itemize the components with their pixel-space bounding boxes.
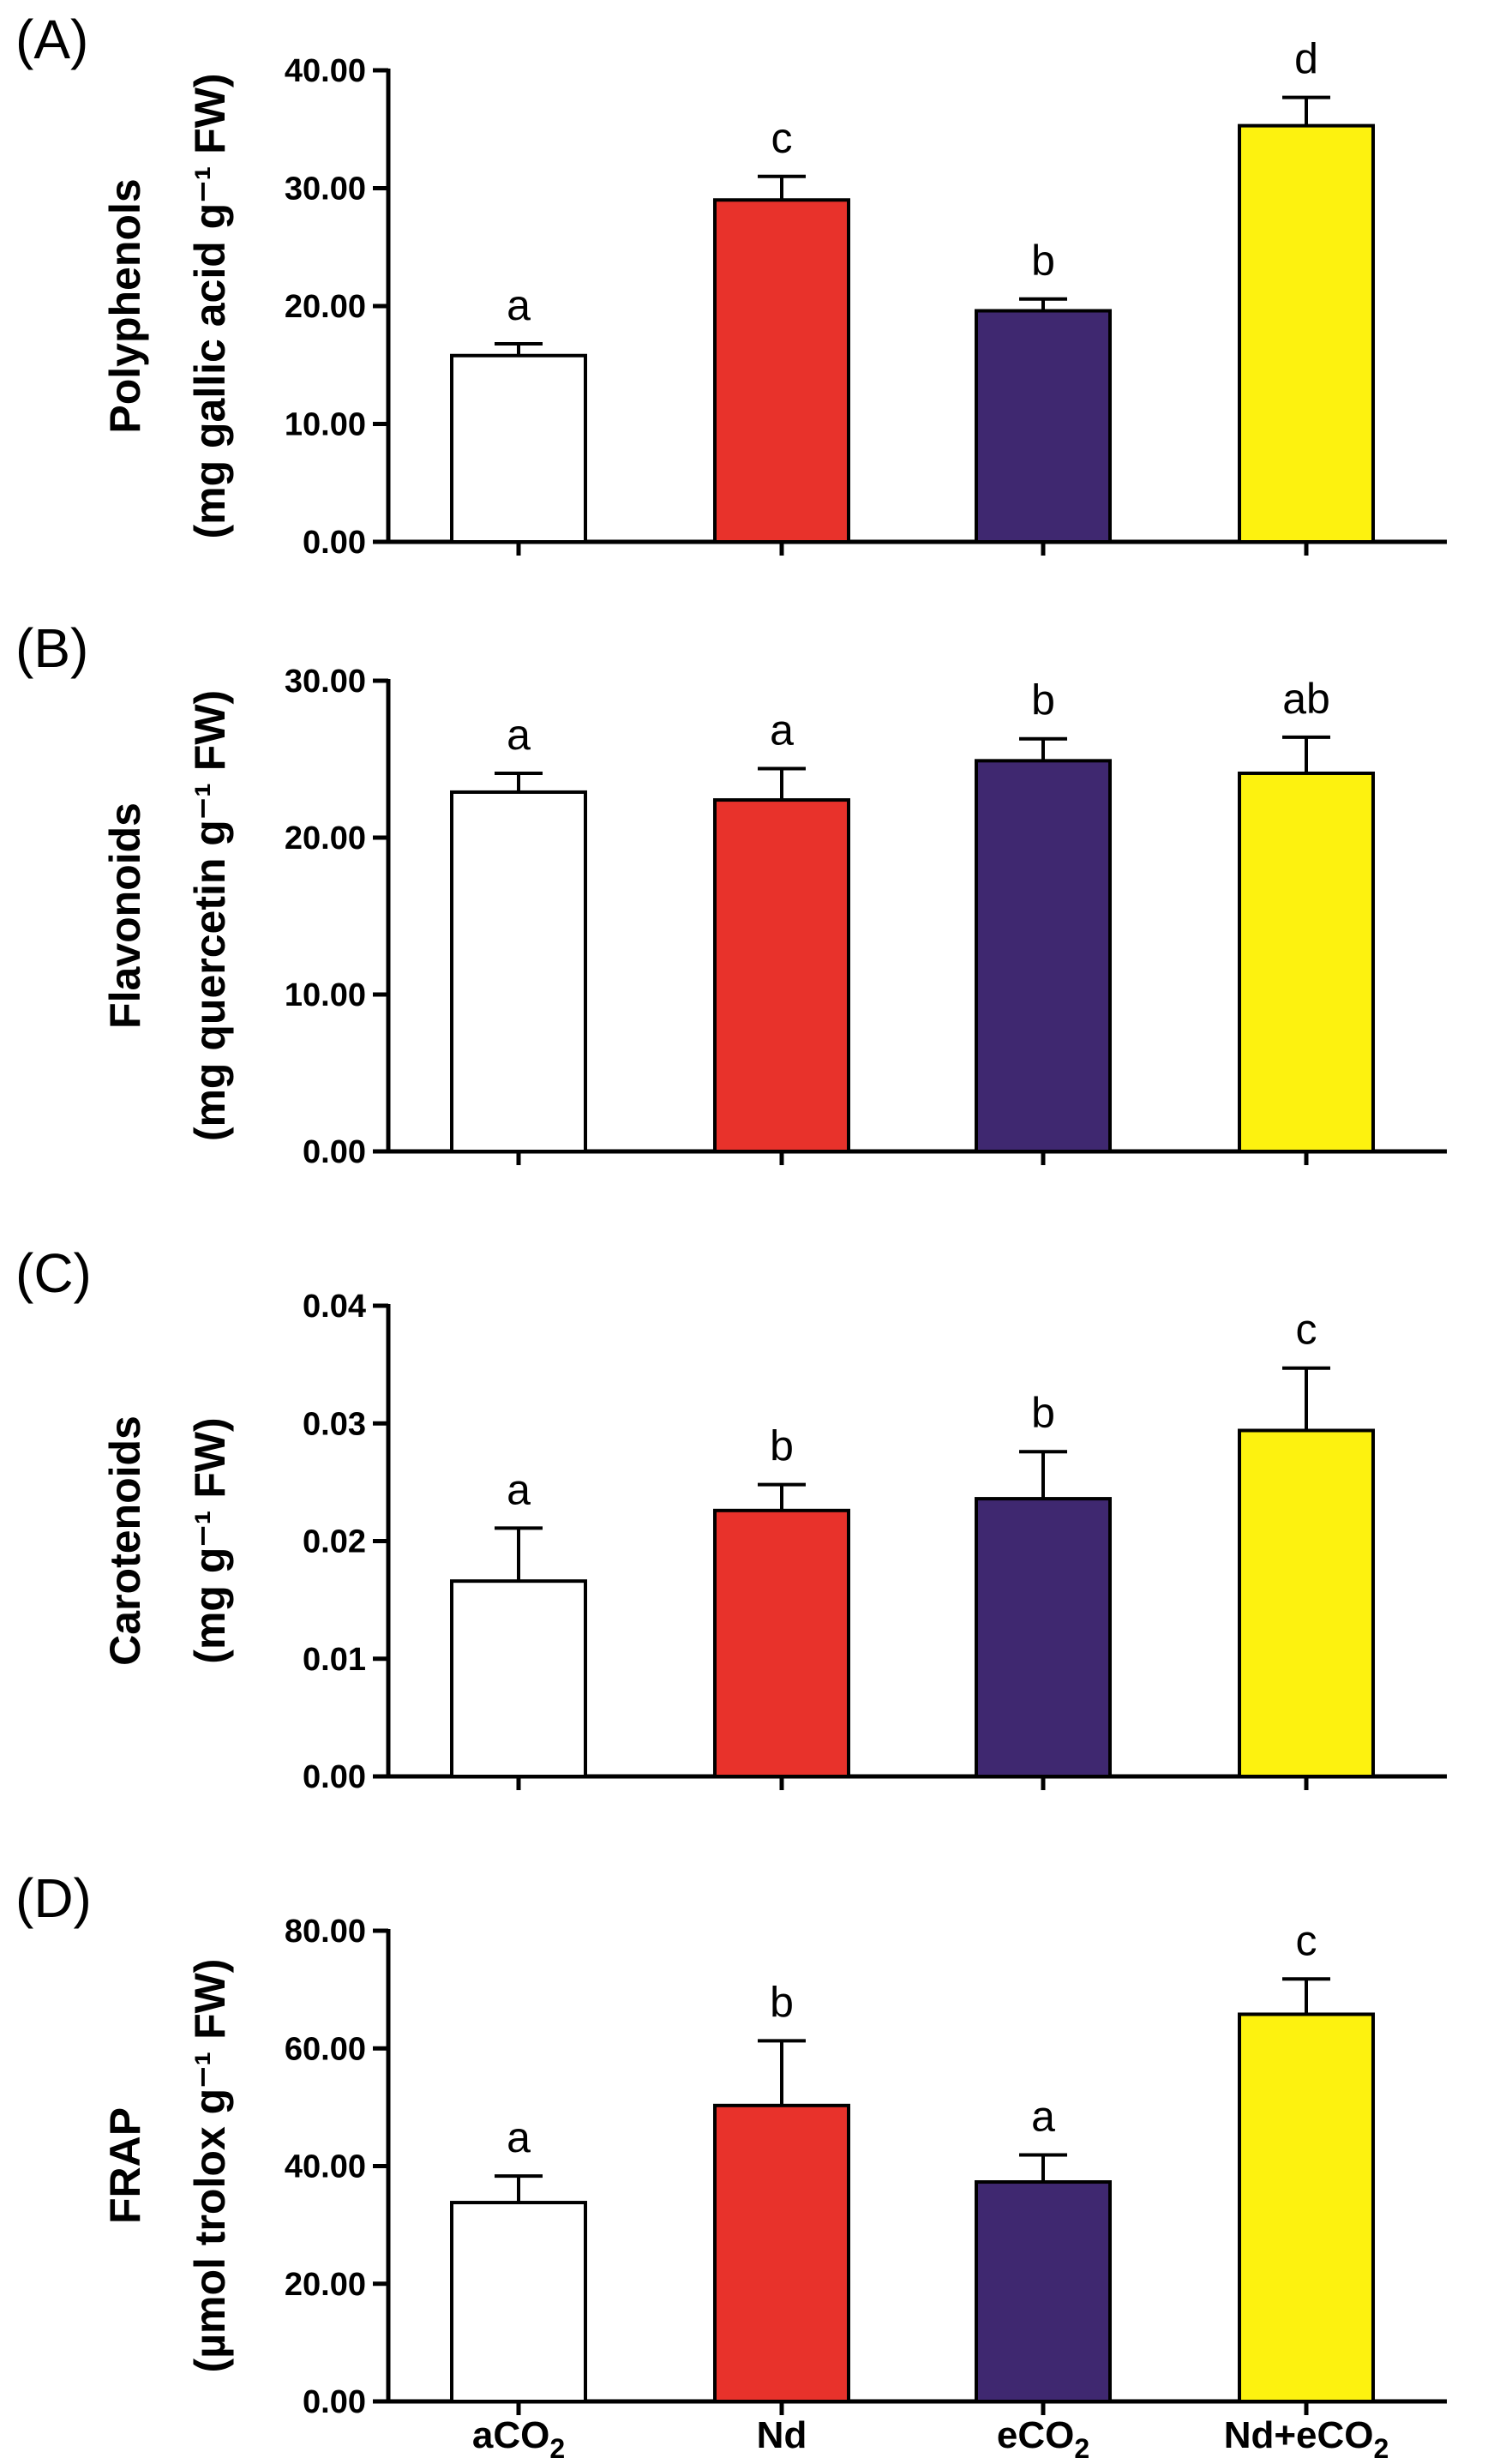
significance-letter: a xyxy=(507,281,531,329)
bar-nd-eco xyxy=(1238,2012,1375,2403)
panel-label: (B) xyxy=(15,617,88,679)
bar-eco xyxy=(975,1497,1112,1778)
bar-nd-eco xyxy=(1238,123,1375,544)
y-tick-label: 0.00 xyxy=(303,2384,366,2420)
significance-letter: b xyxy=(1031,676,1055,724)
error-bar xyxy=(1282,1977,1330,2015)
significance-letter: a xyxy=(1031,2092,1055,2140)
y-tick-label: 20.00 xyxy=(285,289,366,325)
y-tick-label: 0.03 xyxy=(303,1406,366,1442)
x-category-subscript: 2 xyxy=(549,2433,565,2458)
error-bar xyxy=(1282,735,1330,773)
error-bar xyxy=(1019,736,1067,761)
bar-nd-eco xyxy=(1238,1428,1375,1778)
bar-nd-eco xyxy=(1238,771,1375,1153)
y-axis-unit: (µmol trolox g⁻¹ FW) xyxy=(186,1959,234,2373)
significance-letter: c xyxy=(1296,1916,1317,1964)
y-axis-title: FRAP xyxy=(101,2107,149,2224)
significance-letter: ab xyxy=(1282,675,1330,723)
x-category-main: Nd xyxy=(757,2414,807,2456)
x-category-labels: aCO2 Nd eCO2 Nd+eCO2 xyxy=(472,2414,1389,2458)
bar-nd xyxy=(713,2103,850,2403)
y-tick-label: 10.00 xyxy=(285,977,366,1013)
error-bar xyxy=(1282,95,1330,126)
y-tick-label: 30.00 xyxy=(285,664,366,700)
y-axis-unit: (mg gallic acid g⁻¹ FW) xyxy=(186,73,234,538)
error-bar xyxy=(495,1526,543,1582)
error-bar xyxy=(495,771,543,792)
y-tick-label: 20.00 xyxy=(285,2267,366,2303)
y-axis-title: Carotenoids xyxy=(101,1415,149,1666)
y-tick-label: 30.00 xyxy=(285,171,366,207)
x-category-label: aCO2 xyxy=(472,2414,565,2458)
y-tick-label: 40.00 xyxy=(285,2149,366,2185)
significance-letter: b xyxy=(1031,237,1055,285)
bar-aco xyxy=(450,1579,587,1779)
y-tick-label: 0.00 xyxy=(303,1134,366,1170)
x-category-label: eCO2 xyxy=(997,2414,1089,2458)
panel-label: (A) xyxy=(15,9,88,70)
significance-letter: c xyxy=(1296,1306,1317,1354)
y-tick-label: 80.00 xyxy=(285,1914,366,1950)
bar-aco xyxy=(450,2201,587,2404)
error-bar xyxy=(758,174,806,201)
bar-aco xyxy=(450,790,587,1153)
bar-eco xyxy=(975,2180,1112,2404)
significance-letter: b xyxy=(1031,1389,1055,1437)
bar-eco xyxy=(975,309,1112,544)
significance-letter: a xyxy=(507,1465,531,1513)
panel-label: (C) xyxy=(15,1242,92,1304)
y-tick-label: 40.00 xyxy=(285,53,366,89)
x-category-main: aCO xyxy=(472,2414,549,2456)
x-category-main: eCO xyxy=(997,2414,1074,2456)
x-category-subscript: 2 xyxy=(1374,2433,1389,2458)
significance-letter: b xyxy=(770,1422,794,1470)
y-axis-title: Flavonoids xyxy=(101,802,149,1029)
bar-aco xyxy=(450,353,587,544)
bar-nd xyxy=(713,798,850,1154)
significance-letter: c xyxy=(771,114,793,162)
bar-nd xyxy=(713,198,850,544)
y-tick-label: 0.04 xyxy=(303,1289,366,1325)
y-tick-label: 0.00 xyxy=(303,1759,366,1795)
panel-c: (C) Carotenoids (mg g⁻¹ FW) 0.00 0.01 0.02 0.0… xyxy=(15,1242,1447,1795)
significance-letter: d xyxy=(1294,35,1318,83)
error-bar xyxy=(758,1482,806,1511)
error-bar xyxy=(758,2039,806,2106)
error-bar xyxy=(495,342,543,356)
error-bar xyxy=(1019,2153,1067,2183)
panel-b: (B) Flavonoids (mg quercetin g⁻¹ FW) 0.00 10… xyxy=(15,617,1447,1170)
panel-d: (D) FRAP (µmol trolox g⁻¹ FW) 0.00 20.00 40.0… xyxy=(15,1867,1447,2420)
y-axis-title: Polyphenols xyxy=(101,178,149,433)
error-bar xyxy=(1282,1366,1330,1431)
significance-letter: a xyxy=(770,706,794,754)
significance-letter: a xyxy=(507,711,531,759)
y-tick-label: 10.00 xyxy=(285,407,366,443)
error-bar xyxy=(758,766,806,801)
y-axis-unit: (mg quercetin g⁻¹ FW) xyxy=(186,690,234,1141)
y-tick-label: 0.02 xyxy=(303,1524,366,1560)
x-category-subscript: 2 xyxy=(1074,2433,1089,2458)
panel-a: (A) Polyphenols (mg gallic acid g⁻¹ FW) 0.0… xyxy=(15,9,1447,561)
error-bar xyxy=(1019,1450,1067,1499)
error-bar xyxy=(495,2174,543,2203)
error-bar xyxy=(1019,297,1067,311)
x-category-label: Nd+eCO2 xyxy=(1224,2414,1389,2458)
significance-letter: a xyxy=(507,2113,531,2161)
x-category-label: Nd xyxy=(757,2414,807,2456)
significance-letter: b xyxy=(770,1978,794,2026)
bar-nd xyxy=(713,1508,850,1778)
bar-eco xyxy=(975,759,1112,1154)
x-category-main: Nd+eCO xyxy=(1224,2414,1374,2456)
panel-label: (D) xyxy=(15,1867,92,1929)
y-tick-label: 60.00 xyxy=(285,2031,366,2067)
y-axis-unit: (mg g⁻¹ FW) xyxy=(186,1417,234,1663)
y-tick-label: 20.00 xyxy=(285,820,366,856)
y-tick-label: 0.00 xyxy=(303,525,366,561)
y-tick-label: 0.01 xyxy=(303,1642,366,1678)
